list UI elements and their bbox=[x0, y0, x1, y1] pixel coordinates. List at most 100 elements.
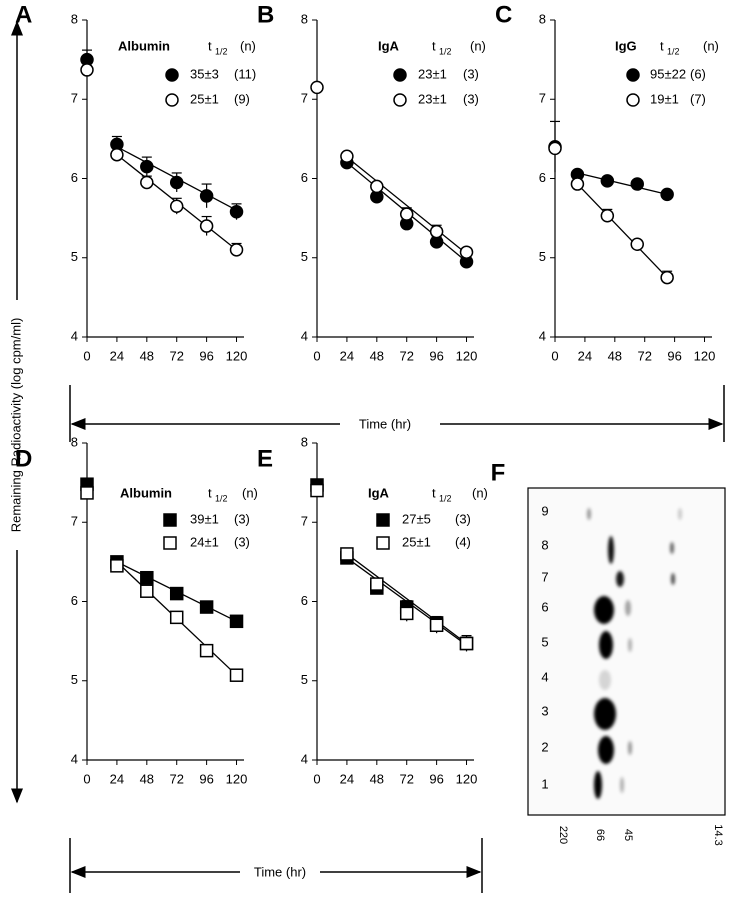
legend-header: (n) bbox=[242, 485, 258, 500]
legend-title: IgA bbox=[368, 485, 390, 500]
x-tick-label: 24 bbox=[340, 348, 354, 363]
x-tick-label: 96 bbox=[429, 348, 443, 363]
legend-title: IgG bbox=[615, 38, 637, 53]
data-point bbox=[630, 177, 644, 191]
panel-letter: F bbox=[491, 459, 506, 486]
label-bg bbox=[340, 414, 440, 434]
data-point bbox=[399, 606, 414, 621]
x-tick-label: 120 bbox=[226, 348, 248, 363]
legend-n: (4) bbox=[455, 534, 471, 549]
legend-header: (n) bbox=[703, 38, 719, 53]
legend-n: (3) bbox=[463, 66, 479, 81]
data-point bbox=[548, 141, 562, 156]
x-axis-label: Time (hr) bbox=[359, 416, 411, 431]
legend-marker bbox=[165, 68, 179, 82]
x-tick-label: 0 bbox=[83, 771, 90, 786]
y-tick-label: 6 bbox=[539, 170, 546, 185]
legend-n: (3) bbox=[234, 534, 250, 549]
fit-line bbox=[346, 156, 467, 255]
x-tick-label: 72 bbox=[399, 348, 413, 363]
data-point bbox=[199, 219, 214, 233]
y-tick-label: 5 bbox=[71, 249, 78, 264]
y-tick-label: 8 bbox=[71, 11, 78, 26]
legend-marker bbox=[376, 513, 390, 527]
legend-n: (11) bbox=[234, 66, 256, 81]
y-tick-label: 5 bbox=[71, 672, 78, 687]
legend-label: 27±5 bbox=[402, 511, 431, 526]
legend-label: 23±1 bbox=[418, 91, 447, 106]
legend-header: (n) bbox=[470, 38, 486, 53]
legend-header: (n) bbox=[472, 485, 488, 500]
fit-line bbox=[577, 172, 668, 195]
x-tick-label: 72 bbox=[399, 771, 413, 786]
x-axis-label: Time (hr) bbox=[254, 864, 306, 879]
x-tick-label: 48 bbox=[370, 771, 384, 786]
y-tick-label: 7 bbox=[539, 91, 546, 106]
legend-label: 24±1 bbox=[190, 534, 219, 549]
y-tick-label: 4 bbox=[71, 751, 78, 766]
y-tick-label: 4 bbox=[539, 328, 546, 343]
data-point bbox=[459, 245, 474, 259]
legend-label: 95±22 bbox=[650, 66, 686, 81]
legend-header-sub: 1/2 bbox=[215, 46, 228, 56]
lane-label: 6 bbox=[541, 599, 548, 614]
label-bg bbox=[240, 862, 320, 882]
data-point bbox=[340, 547, 354, 561]
x-tick-label: 72 bbox=[169, 771, 183, 786]
data-point bbox=[429, 618, 444, 633]
panel-letter: B bbox=[257, 1, 274, 28]
data-point bbox=[630, 237, 644, 252]
marker-label: 14.3 bbox=[712, 824, 724, 845]
y-axis-label: Remaining Radioactivity (log cpm/ml) bbox=[8, 318, 23, 533]
data-point bbox=[340, 149, 354, 164]
data-point bbox=[660, 270, 674, 285]
x-tick-label: 96 bbox=[199, 771, 213, 786]
data-point bbox=[199, 600, 214, 614]
lane-label: 9 bbox=[541, 503, 548, 518]
legend-header: (n) bbox=[240, 38, 256, 53]
lane-label: 3 bbox=[541, 703, 548, 718]
x-tick-label: 96 bbox=[667, 348, 681, 363]
legend-header: t bbox=[208, 485, 212, 500]
y-tick-label: 8 bbox=[71, 434, 78, 449]
y-tick-label: 5 bbox=[301, 249, 308, 264]
panel-letter: D bbox=[15, 445, 32, 472]
legend-n: (3) bbox=[234, 511, 250, 526]
x-tick-label: 0 bbox=[313, 771, 320, 786]
data-point bbox=[229, 243, 244, 257]
y-tick-label: 4 bbox=[71, 328, 78, 343]
x-tick-label: 120 bbox=[694, 348, 716, 363]
y-tick-label: 4 bbox=[301, 751, 308, 766]
legend-header-sub: 1/2 bbox=[215, 493, 228, 503]
legend-header: t bbox=[208, 38, 212, 53]
legend-n: (9) bbox=[234, 91, 250, 106]
marker-label: 220 bbox=[557, 826, 569, 844]
data-point bbox=[660, 187, 674, 202]
data-point bbox=[370, 577, 384, 591]
y-tick-label: 7 bbox=[71, 514, 78, 529]
data-point bbox=[429, 224, 444, 239]
data-point bbox=[229, 668, 244, 682]
data-point bbox=[140, 159, 154, 174]
lane-label: 2 bbox=[541, 739, 548, 754]
x-tick-label: 120 bbox=[456, 771, 478, 786]
legend-header: t bbox=[432, 485, 436, 500]
legend-n: (6) bbox=[690, 66, 706, 81]
y-tick-label: 6 bbox=[71, 593, 78, 608]
data-point bbox=[169, 610, 184, 625]
data-point bbox=[199, 643, 214, 658]
legend-marker bbox=[393, 93, 407, 107]
data-point bbox=[80, 63, 94, 77]
y-tick-label: 5 bbox=[301, 672, 308, 687]
x-tick-label: 24 bbox=[578, 348, 592, 363]
legend-marker bbox=[626, 93, 640, 107]
legend-label: 35±3 bbox=[190, 66, 219, 81]
x-tick-label: 24 bbox=[110, 771, 124, 786]
data-point bbox=[600, 208, 615, 223]
x-tick-label: 0 bbox=[83, 348, 90, 363]
x-tick-label: 48 bbox=[370, 348, 384, 363]
y-tick-label: 8 bbox=[301, 434, 308, 449]
data-point bbox=[399, 207, 414, 221]
legend-n: (3) bbox=[463, 91, 479, 106]
legend-header-sub: 1/2 bbox=[439, 46, 452, 56]
